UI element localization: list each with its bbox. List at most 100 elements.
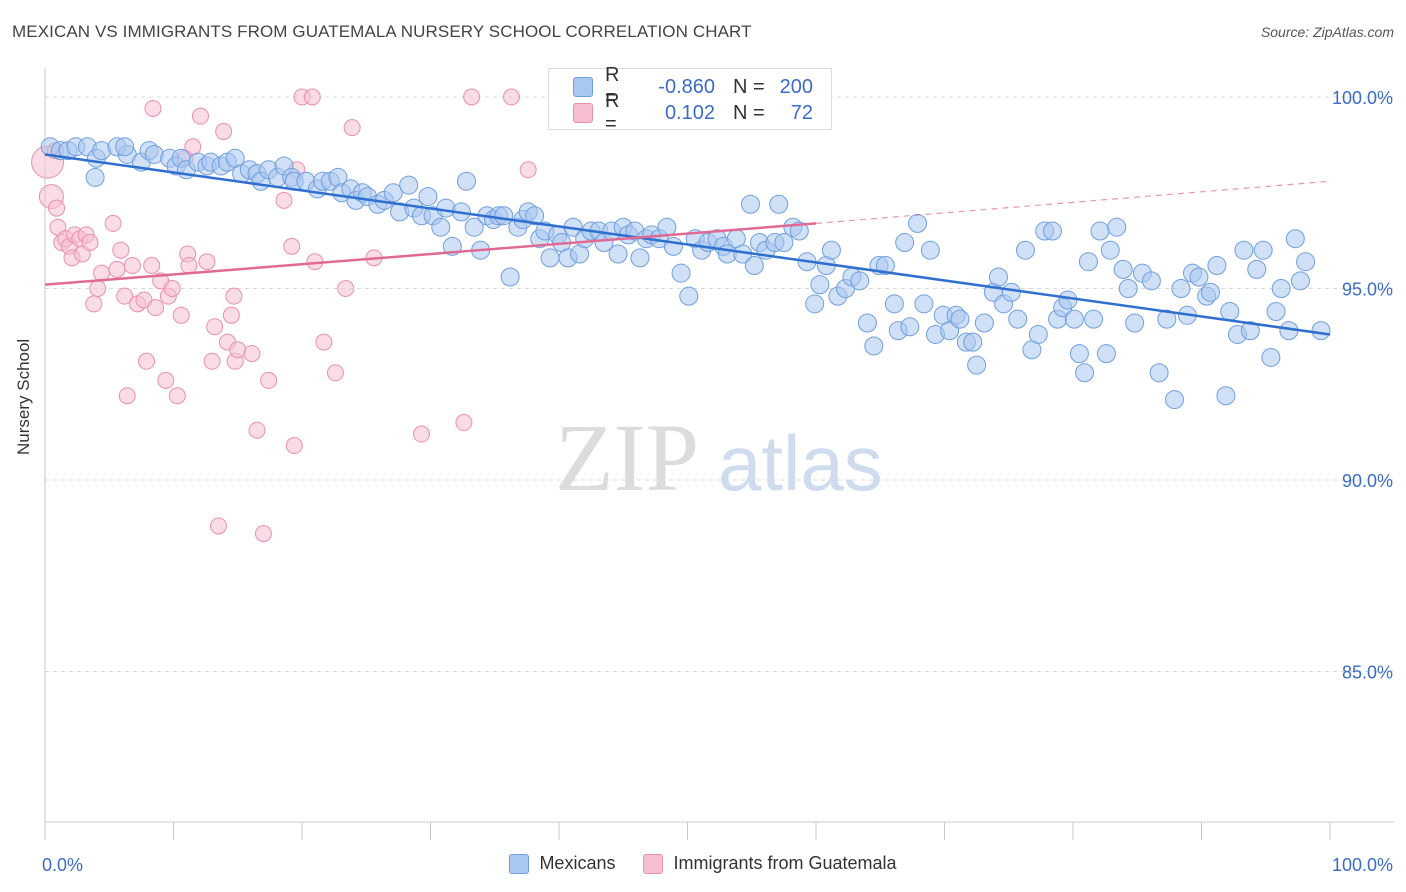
data-point-guatemala [112, 241, 130, 259]
legend-item-guatemala: Immigrants from Guatemala [643, 853, 897, 874]
data-point-mexicans [1100, 240, 1120, 260]
legend-label: Mexicans [539, 853, 616, 873]
data-point-guatemala [254, 525, 272, 543]
data-point-mexicans [1125, 313, 1145, 333]
data-point-mexicans [500, 267, 520, 287]
data-point-guatemala [275, 191, 293, 209]
data-point-guatemala [143, 257, 161, 275]
data-point-mexicans [789, 221, 809, 241]
trend-line-mexicans [44, 153, 1331, 336]
legend-swatch-pink [643, 853, 664, 874]
data-point-guatemala [303, 88, 321, 106]
data-point-mexicans [974, 313, 994, 333]
data-point-guatemala [343, 119, 361, 137]
x-tick-label: 0.0% [42, 855, 83, 875]
data-point-guatemala [157, 371, 175, 389]
data-point-mexicans [884, 294, 904, 314]
data-point-guatemala [413, 425, 431, 443]
r-label: R = [605, 90, 620, 135]
data-point-mexicans [679, 286, 699, 306]
data-point-guatemala [225, 287, 243, 305]
data-point-mexicans [1171, 279, 1191, 298]
data-point-guatemala [315, 333, 333, 351]
data-point-mexicans [895, 233, 915, 253]
series-legend: Mexicans Immigrants from Guatemala [0, 853, 1406, 874]
data-point-guatemala [206, 318, 224, 336]
legend-item-mexicans: Mexicans [509, 853, 615, 874]
r-label: R = [605, 64, 620, 109]
data-point-mexicans [85, 167, 105, 187]
data-point-guatemala [85, 295, 103, 313]
data-point-guatemala [229, 341, 247, 359]
data-point-guatemala [519, 161, 537, 179]
data-point-mexicans [1090, 221, 1110, 241]
data-point-guatemala [123, 257, 141, 275]
n-value: 72 [790, 101, 813, 124]
data-point-guatemala [168, 387, 186, 405]
data-point-mexicans [875, 256, 895, 276]
data-point-mexicans [1028, 324, 1048, 344]
data-point-guatemala [502, 88, 520, 106]
data-point-mexicans [1008, 309, 1028, 329]
data-point-mexicans [1069, 344, 1089, 364]
data-point-mexicans [456, 171, 476, 191]
data-point-mexicans [1001, 282, 1021, 302]
data-point-mexicans [920, 240, 940, 260]
y-tick-label: 95.0% [1342, 280, 1393, 300]
data-point-mexicans [663, 236, 683, 256]
data-point-mexicans [1015, 240, 1035, 260]
data-point-guatemala [285, 437, 303, 455]
data-point-guatemala [147, 299, 165, 317]
data-point-mexicans [744, 256, 764, 276]
data-point-mexicans [821, 240, 841, 260]
data-point-mexicans [1220, 301, 1240, 321]
trend-line-guatemala-extension [815, 180, 1331, 224]
data-point-mexicans [630, 248, 650, 268]
data-point-mexicans [908, 213, 928, 233]
data-point-mexicans [1141, 271, 1161, 291]
n-label: N = [733, 75, 765, 98]
data-point-mexicans [857, 313, 877, 333]
data-point-mexicans [418, 187, 438, 207]
data-point-mexicans [1157, 309, 1177, 329]
n-label: N = [733, 101, 765, 124]
r-value: 0.102 [664, 101, 715, 124]
y-tick-label: 90.0% [1342, 471, 1393, 491]
data-point-mexicans [774, 233, 794, 253]
x-tick-label: 100.0% [1332, 855, 1393, 875]
data-point-guatemala [283, 237, 301, 255]
data-point-guatemala [198, 253, 216, 271]
data-point-mexicans [1266, 301, 1286, 321]
data-point-mexicans [1216, 386, 1236, 406]
data-point-guatemala [108, 260, 126, 278]
y-tick-label: 100.0% [1332, 88, 1393, 108]
data-point-mexicans [914, 294, 934, 314]
data-point-guatemala [326, 364, 344, 382]
data-point-mexicans [464, 217, 484, 237]
series-guatemala-points [31, 88, 825, 543]
data-point-guatemala [81, 234, 99, 252]
legend-row-mexicans: R = -0.860 N = 200 [573, 64, 813, 109]
data-point-mexicans [1078, 252, 1098, 272]
data-point-mexicans [864, 336, 884, 356]
data-point-mexicans [1075, 363, 1095, 383]
chart-title: MEXICAN VS IMMIGRANTS FROM GUATEMALA NUR… [12, 22, 752, 41]
data-point-mexicans [963, 332, 983, 352]
data-point-guatemala [144, 99, 162, 117]
data-point-mexicans [1253, 240, 1273, 260]
data-point-mexicans [115, 137, 135, 157]
data-point-mexicans [608, 244, 628, 264]
data-point-mexicans [1058, 290, 1078, 310]
data-point-guatemala [209, 517, 227, 535]
y-tick-label: 85.0% [1342, 663, 1393, 683]
data-point-guatemala [248, 421, 266, 439]
data-point-mexicans [1296, 252, 1316, 272]
data-point-mexicans [1234, 240, 1254, 260]
legend-swatch-pink [573, 103, 593, 123]
data-point-guatemala [463, 88, 481, 106]
data-point-mexicans [810, 275, 830, 295]
data-point-mexicans [1149, 363, 1169, 383]
data-point-guatemala [455, 414, 473, 432]
data-point-guatemala [89, 280, 107, 297]
legend-swatch-blue [573, 77, 593, 97]
